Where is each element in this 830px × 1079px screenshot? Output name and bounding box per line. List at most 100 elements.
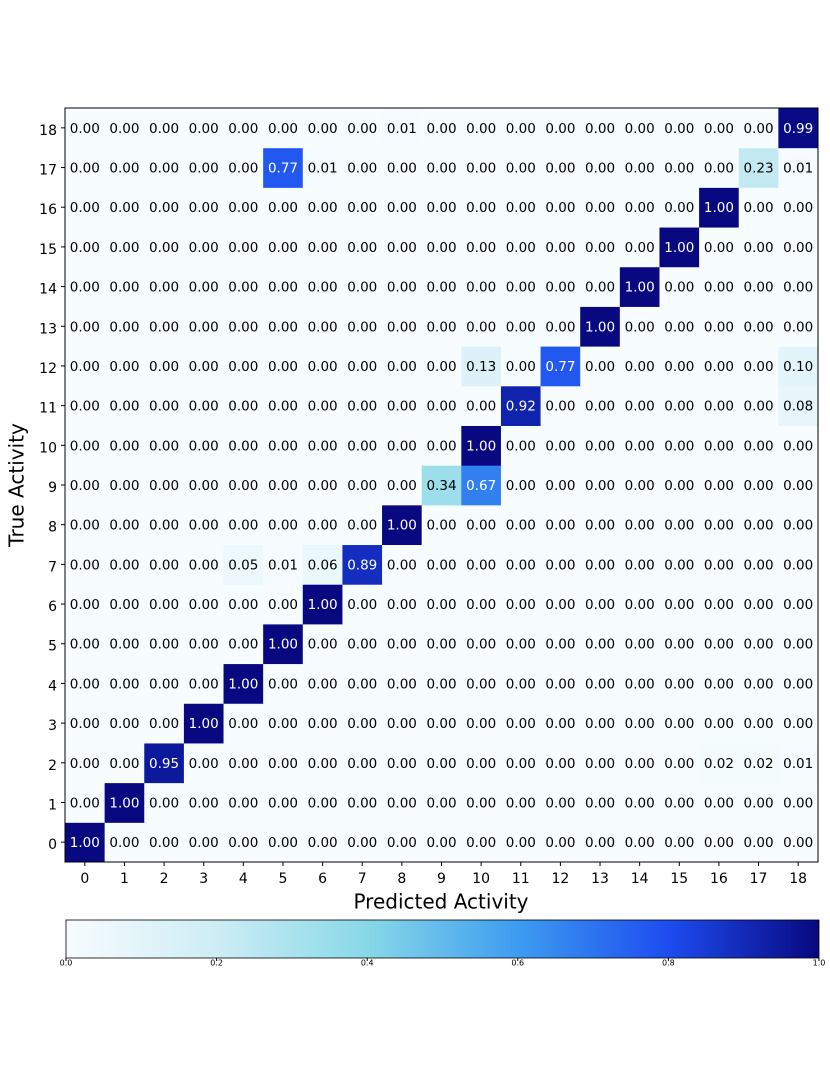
heatmap-cell bbox=[183, 346, 225, 387]
heatmap-cell bbox=[619, 663, 660, 704]
cell-label: 0.00 bbox=[70, 240, 100, 256]
heatmap-cell bbox=[659, 346, 700, 387]
heatmap-cell bbox=[500, 504, 542, 546]
cell-label: 0.00 bbox=[466, 716, 496, 732]
heatmap-cell bbox=[540, 425, 581, 466]
cell-label: 0.00 bbox=[426, 200, 456, 216]
heatmap-cell bbox=[65, 584, 106, 625]
heatmap-cell bbox=[183, 108, 225, 149]
cell-label: 0.00 bbox=[506, 597, 536, 613]
heatmap-cell bbox=[263, 822, 304, 863]
cell-label: 0.00 bbox=[744, 200, 774, 216]
heatmap-cell bbox=[619, 703, 660, 744]
heatmap-cell bbox=[342, 465, 383, 506]
cell-label: 0.00 bbox=[664, 518, 694, 534]
cell-label: 0.00 bbox=[506, 200, 536, 216]
y-tick-label: 13 bbox=[39, 321, 57, 337]
cell-label: 0.00 bbox=[506, 835, 536, 851]
heatmap-cell bbox=[699, 227, 740, 268]
x-tick-label: 11 bbox=[512, 871, 530, 887]
heatmap-cell bbox=[183, 742, 225, 784]
cell-label: 0.00 bbox=[228, 756, 258, 772]
cell-label: 0.00 bbox=[625, 438, 655, 454]
cell-label: 0.00 bbox=[308, 795, 338, 811]
cell-label: 0.00 bbox=[70, 399, 100, 415]
heatmap-cell bbox=[738, 425, 779, 466]
cell-label: 0.00 bbox=[268, 835, 298, 851]
cell-label: 0.00 bbox=[783, 597, 813, 613]
cell-label: 0.00 bbox=[109, 637, 139, 653]
cell-label: 0.00 bbox=[268, 280, 298, 296]
heatmap-cell bbox=[382, 266, 423, 307]
heatmap-cell bbox=[263, 108, 304, 149]
heatmap-cell bbox=[461, 465, 502, 506]
cell-label: 0.00 bbox=[585, 756, 615, 772]
heatmap-cell bbox=[500, 782, 542, 823]
cell-label: 0.00 bbox=[189, 597, 219, 613]
heatmap-cell bbox=[342, 504, 383, 546]
cell-label: 0.95 bbox=[149, 756, 179, 772]
cell-label: 0.00 bbox=[545, 121, 575, 137]
cell-label: 0.00 bbox=[466, 637, 496, 653]
cell-label: 0.00 bbox=[228, 200, 258, 216]
x-tick-label: 17 bbox=[750, 871, 768, 887]
heatmap-cell bbox=[500, 385, 542, 426]
cell-label: 0.00 bbox=[149, 597, 179, 613]
cell-label: 0.00 bbox=[149, 399, 179, 415]
heatmap-cell bbox=[659, 465, 700, 506]
cell-label: 0.01 bbox=[783, 756, 813, 772]
heatmap-cell bbox=[778, 584, 819, 625]
heatmap-cell bbox=[65, 544, 106, 585]
heatmap-cell bbox=[382, 306, 423, 347]
cell-label: 0.77 bbox=[545, 359, 575, 375]
heatmap-cell bbox=[302, 266, 343, 307]
heatmap-cell bbox=[104, 425, 145, 466]
heatmap-cell bbox=[500, 266, 542, 307]
cell-label: 0.00 bbox=[109, 756, 139, 772]
cell-label: 0.00 bbox=[466, 518, 496, 534]
cell-label: 0.23 bbox=[744, 161, 774, 177]
heatmap-cell bbox=[382, 663, 423, 704]
cell-label: 0.00 bbox=[387, 200, 417, 216]
heatmap-cell bbox=[738, 266, 779, 307]
heatmap-cell bbox=[421, 187, 462, 228]
cell-label: 0.92 bbox=[506, 399, 536, 415]
heatmap-cell bbox=[461, 306, 502, 347]
heatmap-cell bbox=[421, 227, 462, 268]
heatmap-cell bbox=[342, 187, 383, 228]
heatmap-cell bbox=[144, 187, 185, 228]
cell-label: 0.00 bbox=[704, 240, 734, 256]
cell-label: 0.00 bbox=[585, 597, 615, 613]
heatmap-cell bbox=[382, 425, 423, 466]
cell-label: 1.00 bbox=[70, 835, 100, 851]
heatmap-cell bbox=[738, 504, 779, 546]
heatmap-cell bbox=[778, 822, 819, 863]
heatmap-cell bbox=[183, 782, 225, 823]
x-tick-label: 6 bbox=[318, 871, 327, 887]
cell-label: 0.00 bbox=[704, 319, 734, 335]
heatmap-cell bbox=[699, 782, 740, 823]
cell-label: 1.00 bbox=[268, 637, 298, 653]
heatmap-cell bbox=[421, 306, 462, 347]
heatmap-cell bbox=[183, 822, 225, 863]
cell-label: 0.00 bbox=[189, 835, 219, 851]
cell-label: 0.00 bbox=[783, 280, 813, 296]
heatmap-cell bbox=[699, 703, 740, 744]
heatmap-cell bbox=[699, 544, 740, 585]
cell-label: 0.00 bbox=[744, 557, 774, 573]
heatmap-cell bbox=[738, 663, 779, 704]
heatmap-cell bbox=[461, 663, 502, 704]
cell-label: 0.00 bbox=[387, 716, 417, 732]
heatmap-cell bbox=[65, 465, 106, 506]
heatmap-cell bbox=[778, 227, 819, 268]
heatmap-cell bbox=[223, 703, 264, 744]
cell-label: 0.00 bbox=[308, 200, 338, 216]
cell-label: 0.00 bbox=[387, 240, 417, 256]
heatmap-cell bbox=[65, 782, 106, 823]
heatmap-cell bbox=[500, 742, 542, 784]
cell-label: 0.00 bbox=[149, 200, 179, 216]
x-tick-label: 2 bbox=[160, 871, 169, 887]
heatmap-cell bbox=[382, 822, 423, 863]
heatmap-cell bbox=[104, 703, 145, 744]
cell-label: 0.00 bbox=[228, 597, 258, 613]
